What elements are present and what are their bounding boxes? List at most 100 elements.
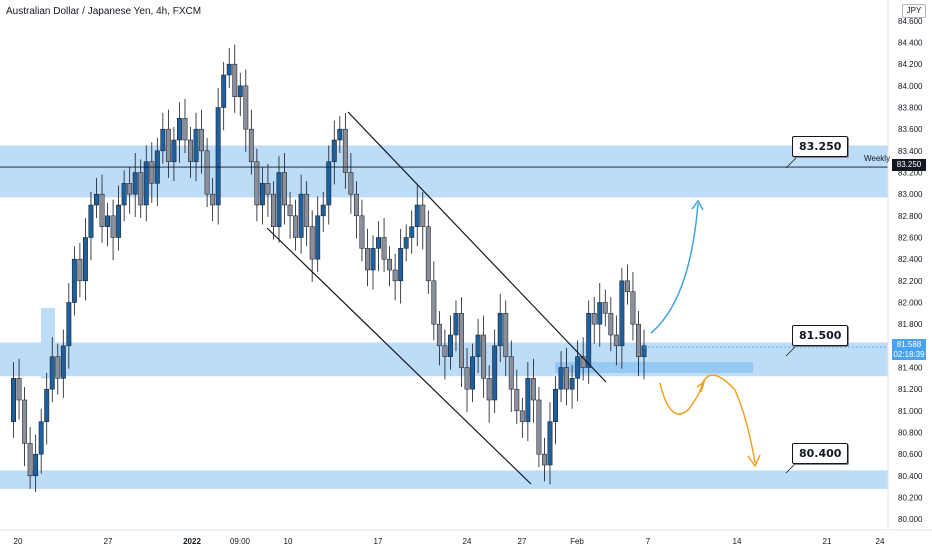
candle-body xyxy=(641,345,647,357)
x-tick-label: 27 xyxy=(104,537,113,546)
candle-body xyxy=(337,128,343,141)
candle-body xyxy=(309,226,315,260)
candle-body xyxy=(315,215,321,260)
candle-body xyxy=(470,356,476,390)
candle-body xyxy=(519,410,525,422)
y-tick-label: 84.200 xyxy=(898,60,923,69)
candle-body xyxy=(586,313,592,368)
candle-body xyxy=(22,399,28,444)
candle-body xyxy=(210,193,216,206)
candle-body xyxy=(481,334,487,379)
x-tick-label: 24 xyxy=(463,537,472,546)
candle-body xyxy=(298,193,304,238)
y-tick-label: 82.400 xyxy=(898,255,923,264)
candle-body xyxy=(414,204,420,227)
candle-body xyxy=(171,139,177,162)
candle-body xyxy=(569,378,575,390)
candle-body xyxy=(359,215,365,249)
y-tick-label: 82.200 xyxy=(898,277,923,286)
candle-body xyxy=(348,172,354,195)
candle-body xyxy=(447,334,453,357)
candle-body xyxy=(138,172,144,206)
candle-body xyxy=(248,128,254,162)
x-tick-label: 14 xyxy=(733,537,742,546)
candle-body xyxy=(475,334,481,357)
candle-body xyxy=(564,367,570,390)
candle-body xyxy=(486,378,492,401)
x-tick-label: 24 xyxy=(876,537,885,546)
candle-body xyxy=(215,107,221,206)
x-tick-label: 27 xyxy=(518,537,527,546)
channel-lower-line xyxy=(266,227,532,485)
zones-layer xyxy=(0,145,888,489)
candle-body xyxy=(149,161,155,184)
zone-highlight-right xyxy=(555,362,753,373)
candle-body xyxy=(304,193,310,227)
candle-body xyxy=(49,356,55,390)
y-tick-label: 83.200 xyxy=(898,169,923,178)
candle-body xyxy=(398,248,404,282)
candle-body xyxy=(425,226,431,282)
candle-body xyxy=(71,258,77,303)
candle-body xyxy=(82,237,88,282)
candle-body xyxy=(403,237,409,249)
bullish-arrowhead xyxy=(691,199,704,211)
candle-body xyxy=(221,74,227,108)
x-tick-label: 17 xyxy=(374,537,383,546)
candle-body xyxy=(542,453,547,466)
y-tick-label: 82.600 xyxy=(898,234,923,243)
candle-body xyxy=(259,183,265,206)
candle-body xyxy=(409,226,415,238)
candle-body xyxy=(508,356,514,390)
y-tick-label: 84.400 xyxy=(898,39,923,48)
candle-body xyxy=(265,183,271,195)
candle-body xyxy=(60,345,66,379)
candle-body xyxy=(387,258,393,271)
bearish-mid-arrowhead xyxy=(696,380,706,393)
candle-body xyxy=(226,63,232,76)
candle-body xyxy=(459,313,464,368)
candle-body xyxy=(580,356,586,368)
x-tick-label: 2022 xyxy=(183,537,201,546)
y-tick-label: 83.800 xyxy=(898,104,923,113)
currency-button[interactable]: JPY xyxy=(902,4,926,18)
candle-body xyxy=(392,269,398,282)
candle-body xyxy=(602,302,608,314)
candle-body xyxy=(353,193,359,217)
candle-body xyxy=(55,356,61,379)
candle-body xyxy=(88,204,94,238)
candle-body xyxy=(464,367,470,390)
x-tick-label: 10 xyxy=(284,537,293,546)
candle-body xyxy=(160,128,166,152)
y-tick-label: 82.800 xyxy=(898,212,923,221)
y-tick-label: 80.200 xyxy=(898,494,923,503)
bullish-projection-arrow xyxy=(650,203,699,334)
candle-body xyxy=(320,204,326,217)
callout-83250: 83.250 xyxy=(792,136,849,157)
candle-body xyxy=(199,128,205,152)
candle-body xyxy=(619,280,625,347)
candle-body xyxy=(525,378,531,422)
candle-body xyxy=(553,388,558,422)
candle-body xyxy=(254,161,260,206)
callout-80400: 80.400 xyxy=(792,443,849,464)
weekly-label: Weekly xyxy=(864,154,891,163)
y-tick-label: 82.000 xyxy=(898,299,923,308)
candle-body xyxy=(176,118,182,141)
candle-body xyxy=(431,280,437,325)
candle-body xyxy=(293,215,299,238)
overlays-layer xyxy=(0,111,888,485)
y-tick-label: 80.800 xyxy=(898,429,923,438)
candle-body xyxy=(608,313,614,336)
candle-body xyxy=(331,139,337,162)
candle-body xyxy=(44,388,50,422)
candle-body xyxy=(326,161,332,206)
candle-body xyxy=(442,345,448,357)
y-tick-label: 84.000 xyxy=(898,82,923,91)
bearish-arrowhead xyxy=(747,454,761,468)
candle-body xyxy=(99,193,105,227)
candle-body xyxy=(597,302,603,325)
y-tick-label: 81.200 xyxy=(898,385,923,394)
candle-body xyxy=(547,421,553,466)
